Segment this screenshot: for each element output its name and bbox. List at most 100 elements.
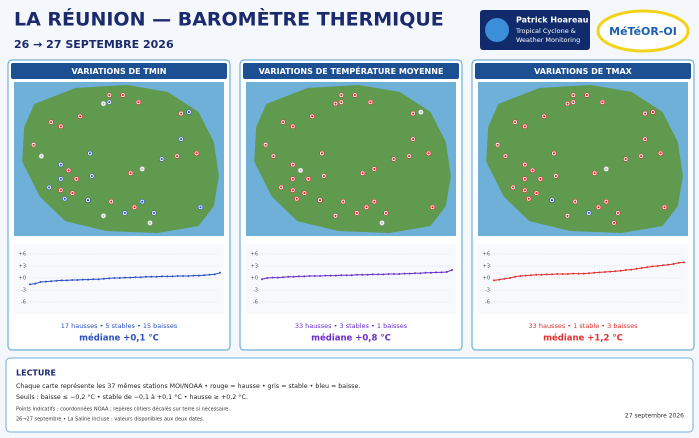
point — [203, 274, 206, 277]
station-dot — [552, 152, 556, 155]
median: médiane +0,8 °C — [311, 333, 391, 344]
point — [561, 273, 564, 275]
point — [540, 273, 543, 276]
station-dot — [566, 102, 569, 105]
station-dot — [597, 206, 600, 209]
station-dot — [612, 221, 616, 224]
station-dot — [523, 189, 526, 192]
point — [498, 278, 501, 281]
point — [160, 275, 163, 278]
station-dot — [141, 200, 144, 203]
logo-hoareau — [480, 10, 590, 50]
station-dot — [593, 172, 596, 175]
point — [329, 274, 332, 277]
point — [640, 267, 643, 269]
station-dot — [587, 211, 590, 215]
y-tick-label: -3 — [253, 288, 258, 294]
point — [683, 261, 685, 264]
point — [92, 278, 95, 281]
point — [609, 270, 612, 273]
station-dot — [408, 155, 411, 158]
station-dot — [75, 177, 78, 180]
station-dot — [643, 112, 647, 115]
station-dot — [373, 167, 376, 171]
station-dot — [574, 200, 577, 203]
point — [551, 273, 554, 276]
point — [340, 274, 343, 277]
station-dot — [187, 111, 190, 114]
station-dot — [355, 211, 358, 215]
y-tick-label: +3 — [251, 264, 258, 270]
station-dot — [32, 143, 35, 146]
station-dot — [152, 211, 156, 215]
logo-line: Weather Monitoring — [516, 36, 580, 44]
station-dot — [291, 189, 294, 192]
point — [350, 274, 353, 277]
station-dot — [342, 200, 345, 203]
panel-title: VARIATIONS DE TEMPÉRATURE MOYENNE — [259, 65, 444, 76]
point — [672, 263, 675, 265]
point — [44, 280, 47, 283]
island — [486, 84, 683, 234]
island — [254, 84, 451, 234]
station-dot — [651, 111, 654, 114]
station-dot — [264, 143, 267, 146]
point — [192, 274, 195, 277]
point — [519, 275, 522, 277]
station-dot — [572, 101, 575, 104]
point — [598, 271, 601, 274]
point — [451, 269, 453, 271]
station-dot — [280, 186, 283, 189]
point — [71, 279, 74, 281]
point — [588, 272, 590, 275]
station-dot — [601, 101, 604, 104]
station-dot — [63, 197, 66, 200]
point — [371, 273, 374, 276]
point — [440, 271, 443, 274]
point — [624, 269, 627, 271]
station-dot — [550, 199, 554, 202]
lecture-date: 27 septembre 2026 — [625, 413, 684, 420]
point — [287, 275, 290, 278]
point — [197, 274, 200, 277]
panel-header — [243, 63, 459, 79]
point — [129, 276, 132, 279]
point — [593, 271, 596, 274]
point — [524, 274, 527, 277]
station-dot — [605, 167, 608, 171]
point — [97, 278, 100, 281]
logo-meteor-text: MéTéOR-OI — [609, 25, 677, 38]
point — [271, 276, 274, 279]
station-dot — [50, 120, 53, 124]
station-dot — [334, 102, 337, 105]
point — [582, 272, 585, 275]
chart-area — [246, 244, 456, 314]
point — [493, 279, 495, 282]
point — [145, 275, 148, 278]
point — [87, 278, 90, 281]
station-dot — [605, 200, 608, 203]
y-tick-label: +6 — [483, 252, 490, 258]
y-tick-label: -3 — [485, 288, 490, 294]
logo-name: Patrick Hoareau — [516, 16, 589, 25]
station-dot — [129, 172, 132, 175]
station-dot — [496, 143, 499, 146]
station-dot — [504, 155, 507, 158]
point — [55, 279, 58, 282]
point — [134, 276, 137, 279]
chart-area — [478, 244, 688, 314]
station-dot — [384, 211, 388, 215]
station-dot — [121, 94, 124, 97]
station-dot — [303, 191, 306, 195]
station-dot — [195, 152, 198, 155]
point — [661, 264, 664, 267]
median: médiane +1,2 °C — [543, 333, 623, 344]
station-dot — [59, 163, 62, 166]
page-title: LA RÉUNION — BAROMÈTRE THERMIQUE — [14, 8, 444, 31]
point — [603, 271, 606, 273]
point — [435, 271, 438, 274]
station-dot — [535, 191, 538, 195]
station-dot — [616, 211, 620, 215]
point — [614, 270, 617, 273]
y-tick-label: -6 — [253, 300, 258, 306]
